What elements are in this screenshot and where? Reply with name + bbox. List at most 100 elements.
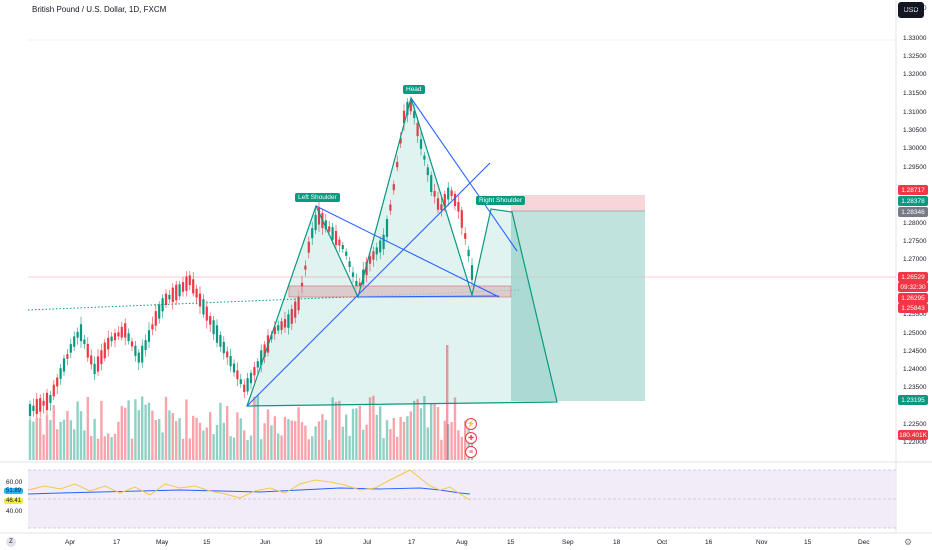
candle [127, 333, 130, 342]
volume-bar [382, 438, 385, 460]
volume-bar [93, 418, 96, 460]
volume-bar [212, 434, 215, 460]
trendline-neck-b [357, 295, 500, 298]
volume-bar [229, 436, 232, 460]
candle [59, 368, 62, 379]
rsi-ma-badge: 46.41 [4, 498, 24, 504]
candle [35, 399, 38, 415]
volume-bar [314, 426, 317, 460]
price-tick: 1.23500 [903, 384, 927, 391]
volume-bar [365, 424, 368, 460]
trendline-rising [246, 162, 491, 407]
candle [83, 339, 86, 344]
candle [69, 344, 72, 353]
candle [423, 155, 426, 160]
volume-bar [273, 416, 276, 460]
candle [355, 280, 358, 290]
volume-bar [243, 430, 246, 460]
candle [195, 288, 198, 298]
candle [73, 336, 76, 347]
volume-bar [45, 415, 49, 460]
zoom-button[interactable]: Z [6, 537, 16, 547]
rsi-band [28, 470, 896, 528]
candle [368, 256, 372, 264]
price-tick: 1.33000 [903, 35, 927, 42]
candle [56, 377, 59, 387]
volume-bar [358, 405, 361, 460]
candle [86, 343, 89, 358]
volume-bar [297, 407, 300, 460]
candle [290, 308, 293, 324]
candle [433, 190, 436, 197]
price-pane [28, 18, 896, 460]
rsi-value-badge: 51.89 [4, 488, 24, 494]
candle [171, 287, 174, 302]
volume-bar [59, 421, 62, 460]
left-shoulder-label[interactable]: Left Shoulder [295, 193, 340, 202]
volume-bar [56, 429, 59, 460]
candle [226, 351, 229, 358]
candle [328, 226, 331, 232]
candle [348, 261, 351, 267]
symbol-title[interactable]: British Pound / U.S. Dollar, 1D, FXCM [32, 5, 167, 14]
candle [164, 293, 168, 306]
head-label[interactable]: Head [403, 85, 425, 94]
candle [154, 311, 157, 326]
time-tick: 17 [113, 539, 121, 546]
candle [419, 139, 423, 149]
volume-bar [321, 414, 324, 460]
candle [185, 276, 188, 291]
candle [232, 363, 236, 373]
price-tick: 1.27500 [903, 238, 927, 245]
candle [96, 356, 100, 372]
candle [243, 384, 246, 393]
candle [294, 301, 297, 318]
candle [307, 241, 310, 253]
uk-flag-icon[interactable]: ✚ [465, 432, 477, 444]
candle [212, 320, 215, 335]
candle [280, 321, 283, 330]
stop-badge: 1.25843 [898, 303, 928, 313]
candle [76, 331, 79, 338]
lightning-icon[interactable]: ⚡ [465, 418, 477, 430]
volume-bar [416, 399, 419, 460]
candle [181, 282, 185, 292]
us-flag-icon[interactable]: ≡ [465, 446, 477, 458]
candle [151, 324, 154, 330]
candle [52, 384, 55, 397]
volume-bar [192, 415, 195, 460]
candle [260, 350, 263, 365]
price-tick: 1.22500 [903, 421, 927, 428]
candle [236, 370, 239, 380]
candle [317, 207, 321, 225]
time-tick: 15 [507, 539, 515, 546]
volume-bar [42, 434, 45, 460]
volume-bar [117, 421, 120, 460]
volume-bar [141, 396, 144, 460]
candle [389, 204, 392, 211]
rsi-line [27, 469, 471, 501]
volume-bar [130, 438, 134, 460]
volume-bar [107, 433, 110, 460]
candle [222, 341, 225, 354]
volume-badge: 180.401K [898, 430, 928, 440]
candle [399, 138, 402, 144]
right-shoulder-label[interactable]: Right Shoulder [476, 196, 525, 205]
volume-bar [79, 411, 83, 460]
candle [130, 341, 134, 347]
volume-bars [28, 345, 474, 460]
volume-bar [215, 424, 219, 460]
currency-button[interactable]: USD [898, 2, 924, 18]
trendline-neck-a [315, 205, 500, 298]
volume-bar [110, 437, 113, 460]
candle [450, 190, 453, 197]
volume-bar [413, 400, 416, 460]
volume-bar [460, 436, 463, 460]
volume-bar [151, 410, 154, 460]
candle [113, 333, 117, 341]
candle [311, 228, 314, 239]
rsi-tick-60: 60.00 [6, 479, 23, 486]
volume-bar [168, 410, 171, 460]
gear-icon[interactable]: ⚙ [904, 537, 913, 547]
